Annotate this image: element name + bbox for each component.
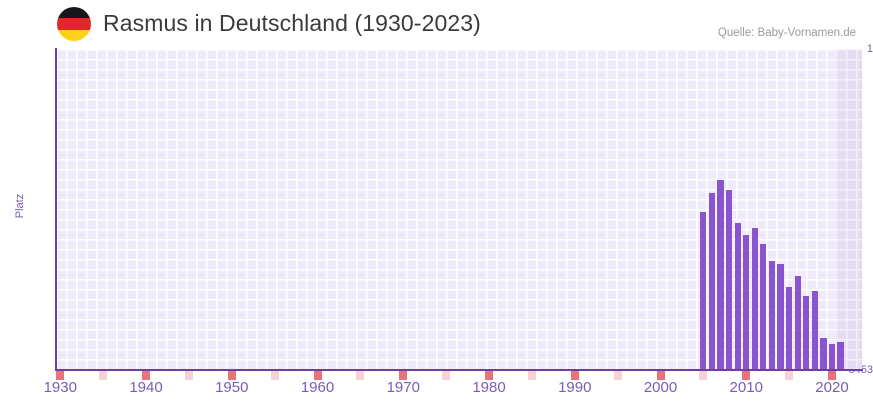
x-axis-tick-1960: 1960	[300, 379, 335, 396]
x-tick-marker-1980	[485, 371, 493, 380]
chart-header: Rasmus in Deutschland (1930-2023) Quelle…	[0, 0, 873, 49]
x-axis-tick-1950: 1950	[215, 379, 249, 396]
x-tick-marker-1960	[313, 371, 322, 380]
x-tick-marker-1990	[570, 371, 579, 380]
x-axis-tick-2000: 2000	[643, 379, 678, 396]
bar-2019	[820, 338, 827, 370]
y-axis-line	[55, 48, 57, 371]
bar-2011	[751, 228, 758, 370]
x-tick-marker-1995	[613, 371, 622, 380]
x-tick-marker-2005	[699, 371, 708, 380]
x-axis-line	[55, 369, 863, 371]
x-tick-marker-2020	[827, 371, 836, 380]
bar-2010	[743, 235, 750, 370]
plot-area	[56, 49, 862, 370]
x-tick-marker-2010	[742, 371, 751, 380]
x-tick-marker-1945	[184, 371, 193, 380]
x-tick-marker-1985	[527, 371, 536, 380]
bar-2006	[708, 192, 716, 370]
x-axis-tick-1940: 1940	[129, 379, 163, 396]
bar-2013	[768, 261, 776, 370]
x-tick-marker-2000	[656, 371, 665, 380]
page-title: Rasmus in Deutschland (1930-2023)	[103, 10, 481, 36]
bar-2014	[777, 264, 784, 370]
x-axis-tick-1980: 1980	[472, 379, 506, 396]
x-axis-tick-2010: 2010	[729, 379, 763, 396]
x-axis-tick-1990: 1990	[558, 379, 592, 396]
bar-2021	[837, 342, 844, 370]
x-tick-marker-2015	[785, 371, 794, 380]
x-tick-marker-1975	[442, 371, 451, 380]
bar-2009	[734, 222, 741, 370]
x-tick-marker-1930	[56, 371, 65, 380]
x-tick-marker-1940	[142, 371, 151, 380]
bar-2012	[760, 244, 767, 370]
bar-2005	[700, 211, 707, 370]
bar-2015	[786, 286, 793, 370]
bar-2017	[803, 296, 810, 370]
bar-2008	[725, 189, 733, 370]
x-tick-marker-1935	[99, 371, 108, 380]
bar-2018	[811, 291, 818, 370]
y-axis-tick-top: 1	[866, 43, 873, 55]
x-tick-marker-1955	[270, 371, 279, 380]
x-axis-tick-1970: 1970	[386, 379, 420, 396]
bar-2007	[717, 179, 724, 370]
german-flag-icon	[57, 7, 91, 41]
source-attribution: Quelle: Baby-Vornamen.de	[717, 27, 856, 39]
x-axis-tick-1930: 1930	[43, 379, 77, 396]
bar-2020	[828, 344, 836, 370]
x-tick-marker-1950	[227, 371, 236, 380]
x-tick-marker-1970	[399, 371, 408, 380]
projection-shaded-band	[836, 49, 862, 370]
bar-2016	[794, 276, 801, 370]
x-tick-marker-1965	[356, 371, 365, 380]
x-axis-tick-2020: 2020	[815, 379, 849, 396]
y-axis-label: Platz	[14, 193, 26, 219]
